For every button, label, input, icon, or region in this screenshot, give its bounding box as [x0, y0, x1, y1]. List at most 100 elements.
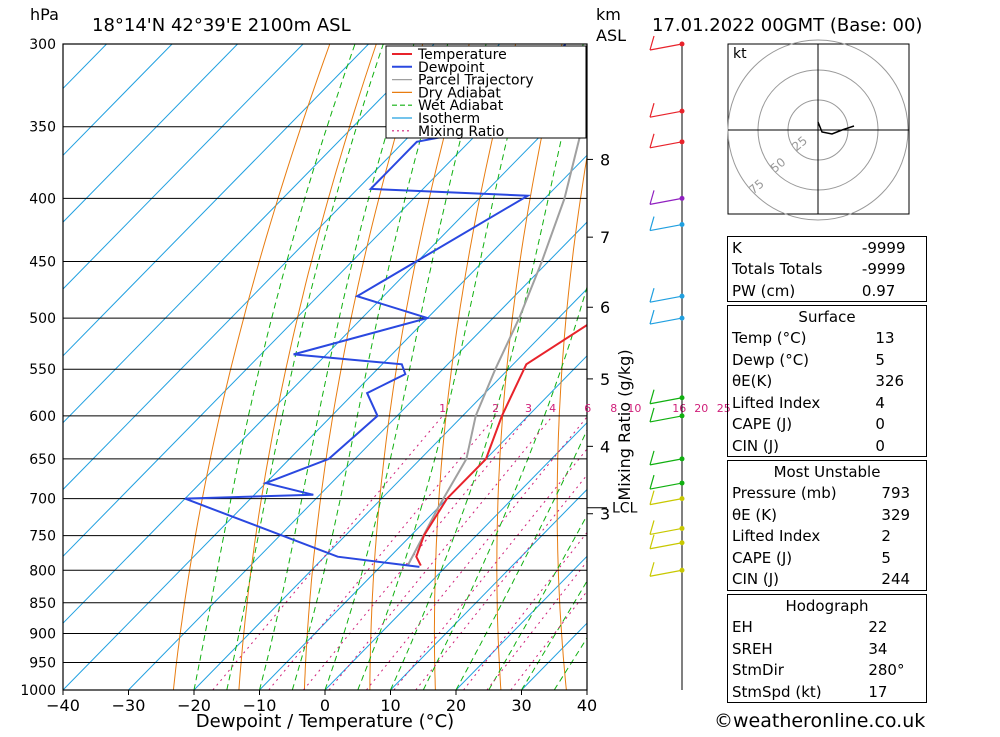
dry-adiabat-line — [173, 44, 329, 690]
dry-adiabat-line — [980, 44, 1000, 690]
index-label: Lifted Index — [728, 392, 871, 414]
table-row: CIN (J)244 — [728, 569, 926, 591]
wind-barb-shaft — [650, 459, 682, 465]
index-value: 5 — [871, 349, 926, 371]
dry-adiabat-line — [557, 44, 608, 690]
wet-adiabat-line — [358, 44, 531, 690]
index-label: Temp (°C) — [728, 328, 871, 350]
wet-adiabat-line — [423, 44, 646, 690]
wind-barb-shaft — [650, 198, 682, 204]
wet-adiabat-line — [260, 44, 414, 690]
mixing-ratio-value-label: 4 — [549, 402, 556, 415]
wet-adiabat-line — [325, 44, 486, 690]
pressure-tick-label: 550 — [29, 362, 56, 378]
index-label: PW (cm) — [728, 280, 858, 302]
index-value: -9999 — [858, 259, 926, 281]
pressure-tick-label: 750 — [29, 529, 56, 545]
lcl-label: LCL — [612, 501, 638, 517]
pressure-tick-label: 500 — [29, 311, 56, 327]
x-tick-label: 30 — [511, 696, 531, 715]
mixing-ratio-line — [394, 416, 614, 690]
pressure-tick-label: 350 — [29, 120, 56, 136]
mixing-ratio-value-label: 20 — [694, 402, 708, 415]
table-title: Surface — [728, 306, 926, 328]
wind-barb-feather — [650, 562, 654, 576]
index-label: Dewp (°C) — [728, 349, 871, 371]
mixing-ratio-axis-label: Mixing Ratio (g/kg) — [615, 349, 634, 500]
height-tick-label: 7 — [600, 228, 610, 247]
hodograph-unit: kt — [733, 46, 747, 62]
index-value: 280° — [864, 660, 926, 682]
wind-barb-shaft — [650, 416, 682, 422]
index-label: SREH — [728, 638, 864, 660]
wind-barb-shaft — [650, 499, 682, 505]
wind-barb-feather — [650, 535, 654, 549]
axes: 3003504004505005506006507007508008509009… — [20, 37, 637, 715]
x-tick-label: −40 — [46, 696, 80, 715]
isotherm-line — [0, 44, 565, 690]
dry-adiabat-line — [434, 44, 515, 690]
wind-barb-feather — [650, 408, 654, 422]
dry-adiabat-line — [672, 44, 701, 690]
wind-barb-feather — [650, 491, 654, 505]
mixing-ratio-value-label: 2 — [492, 402, 499, 415]
wind-barb-feather — [650, 36, 654, 50]
dry-adiabat-line — [497, 44, 562, 690]
pressure-tick-label: 400 — [29, 191, 56, 207]
table-row: Pressure (mb)793 — [728, 483, 926, 505]
table-title-row: Surface — [728, 306, 926, 328]
wind-barb-feather — [650, 190, 654, 204]
dry-adiabat-line — [932, 44, 1000, 690]
index-label: θE (K) — [728, 504, 877, 526]
pressure-tick-label: 950 — [29, 655, 56, 671]
copyright-footer[interactable]: ©weatheronline.co.uk — [714, 710, 925, 732]
mixing-ratio-line — [329, 416, 553, 690]
table-title-row: Most Unstable — [728, 461, 926, 483]
wind-barb-feather — [650, 134, 654, 148]
index-label: Totals Totals — [728, 259, 858, 281]
table-row: CAPE (J)0 — [728, 414, 926, 436]
height-unit-km: km — [596, 5, 621, 24]
table-row: θE (K)329 — [728, 504, 926, 526]
mixing-ratio-value-label: 3 — [525, 402, 532, 415]
wind-barb-feather — [650, 310, 654, 324]
mixing-ratio-value-label: 6 — [584, 402, 591, 415]
isotherm-line — [63, 44, 696, 690]
wind-barb-feather — [650, 103, 654, 117]
mixing-ratio-value-label: 16 — [672, 402, 686, 415]
mixing-ratio-line — [269, 416, 496, 690]
wind-barb-column — [650, 36, 685, 690]
index-label: K — [728, 237, 858, 259]
index-value: 2 — [877, 526, 926, 548]
index-label: Pressure (mb) — [728, 483, 877, 505]
height-unit-asl: ASL — [596, 26, 626, 45]
x-axis-label: Dewpoint / Temperature (°C) — [196, 711, 454, 732]
pressure-tick-label: 650 — [29, 452, 56, 468]
wind-barb-feather — [650, 475, 654, 489]
wind-barb-shaft — [650, 528, 682, 534]
pressure-tick-label: 900 — [29, 626, 56, 642]
isotherm-line — [129, 44, 762, 690]
legend-label: Mixing Ratio — [418, 124, 504, 140]
table-row: K-9999 — [728, 237, 926, 259]
index-label: CIN (J) — [728, 569, 877, 591]
table-row: CAPE (J)5 — [728, 547, 926, 569]
index-value: 0 — [871, 414, 926, 436]
index-value: 17 — [864, 681, 926, 703]
wind-barb-shaft — [650, 570, 682, 576]
isotherm-line — [0, 44, 172, 690]
table-row: CIN (J)0 — [728, 435, 926, 457]
table-row: Temp (°C)13 — [728, 328, 926, 350]
